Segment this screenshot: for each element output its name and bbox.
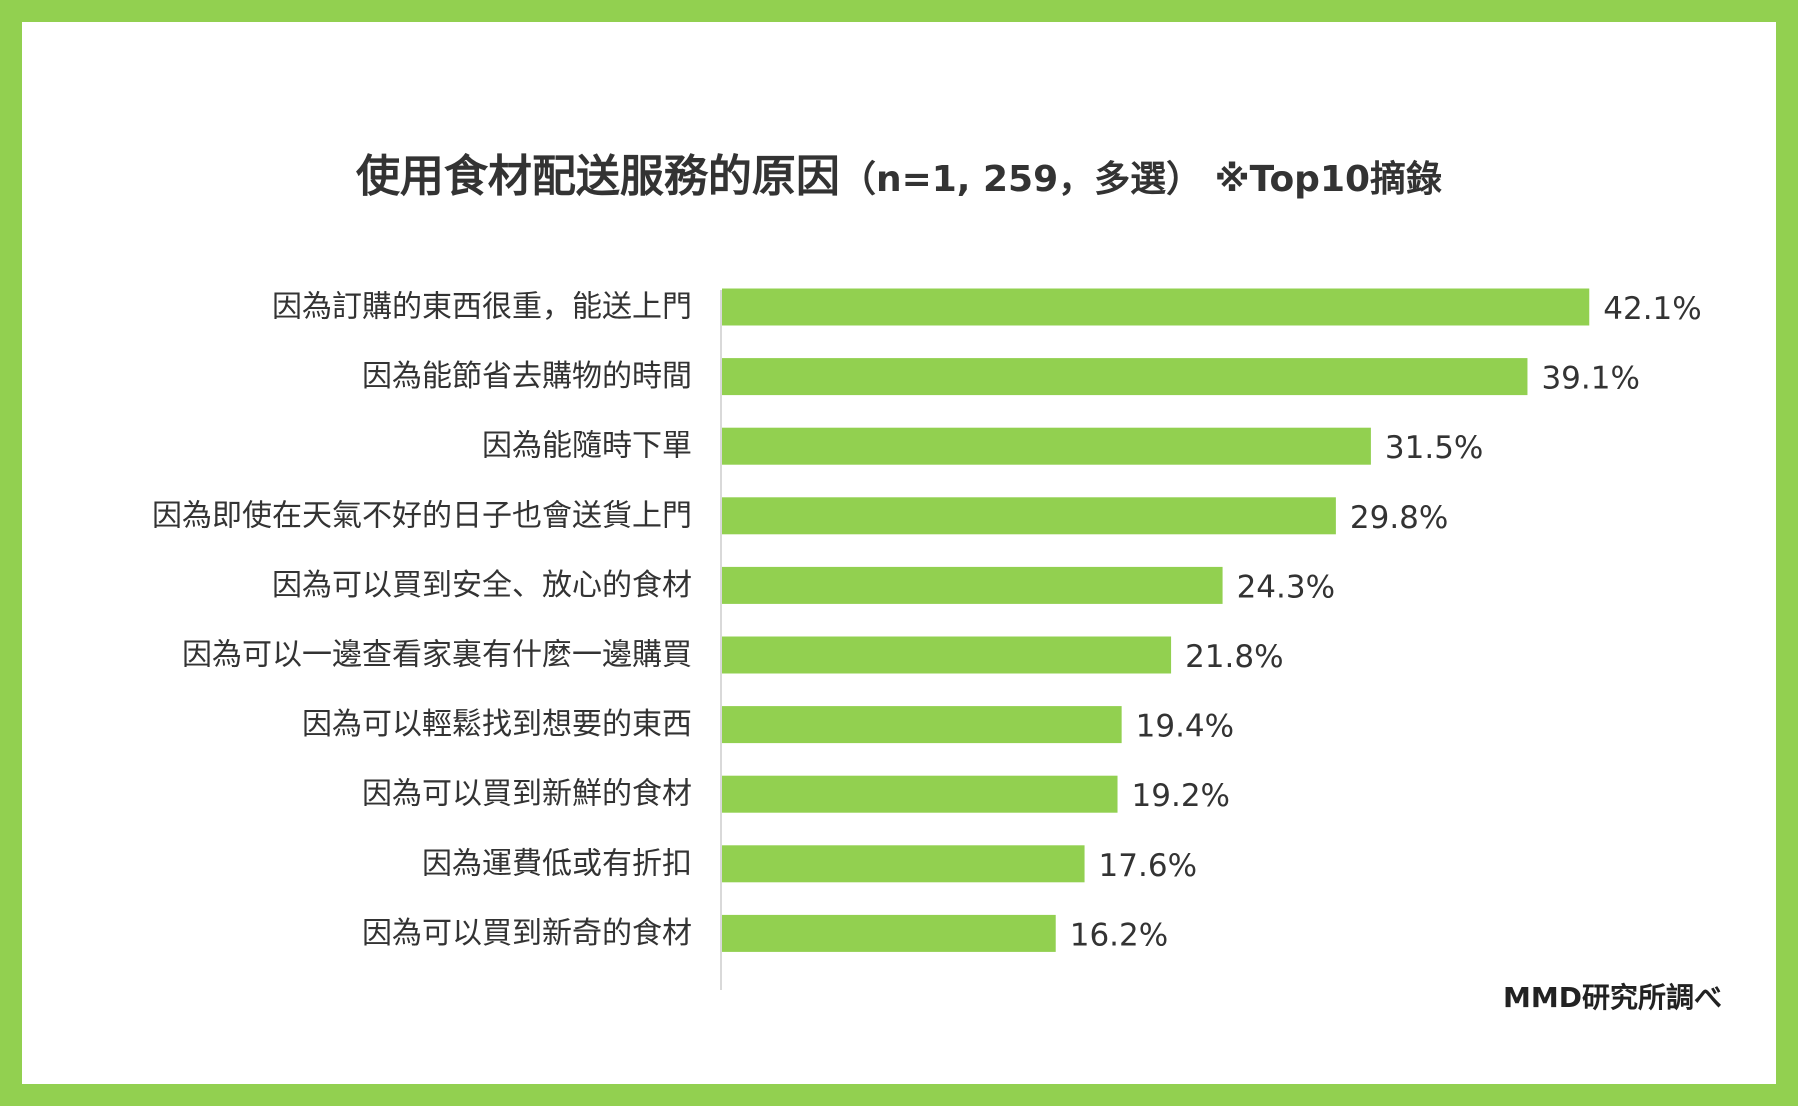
chart-subtitle: （n=1, 259，多選） ※Top10摘錄 bbox=[839, 159, 1443, 200]
bar-7 bbox=[722, 706, 1122, 744]
bar-1 bbox=[722, 288, 1590, 326]
category-labels-group: 因為訂購的東西很重，能送上門因為能節省去購物的時間因為能隨時下單因為即使在天氣不… bbox=[152, 290, 692, 951]
value-label-1: 42.1% bbox=[1603, 291, 1701, 327]
bar-9 bbox=[722, 845, 1085, 883]
value-label-5: 24.3% bbox=[1237, 569, 1335, 605]
chart-title: 使用食材配送服務的原因 bbox=[355, 151, 840, 202]
category-label-10: 因為可以買到新奇的食材 bbox=[362, 916, 692, 951]
bar-5 bbox=[722, 566, 1223, 604]
value-label-2: 39.1% bbox=[1541, 361, 1639, 397]
value-label-7: 19.4% bbox=[1136, 709, 1234, 745]
bar-6 bbox=[722, 636, 1172, 674]
chart-title-block: 使用食材配送服務的原因（n=1, 259，多選） ※Top10摘錄 bbox=[0, 140, 1798, 204]
value-label-4: 29.8% bbox=[1350, 500, 1448, 536]
category-label-5: 因為可以買到安全、放心的食材 bbox=[272, 568, 692, 603]
bar-8 bbox=[722, 775, 1118, 813]
category-label-1: 因為訂購的東西很重，能送上門 bbox=[272, 290, 692, 325]
category-label-6: 因為可以一邊查看家裏有什麼一邊購買 bbox=[182, 638, 692, 673]
category-label-4: 因為即使在天氣不好的日子也會送貨上門 bbox=[152, 498, 692, 533]
category-label-3: 因為能隨時下單 bbox=[482, 429, 692, 464]
category-label-8: 因為可以買到新鮮的食材 bbox=[362, 777, 692, 812]
category-label-2: 因為能節省去購物的時間 bbox=[362, 359, 692, 394]
value-label-6: 21.8% bbox=[1185, 639, 1283, 675]
value-label-10: 16.2% bbox=[1070, 917, 1168, 953]
bars-group bbox=[722, 288, 1590, 952]
category-label-9: 因為運費低或有折扣 bbox=[422, 846, 692, 881]
value-labels-group: 42.1% 39.1% 31.5% 29.8% 24.3% 21.8% 19.4% 19.2%… bbox=[1070, 291, 1702, 953]
source-label: MMD研究所調べ bbox=[1503, 981, 1722, 1014]
bar-4 bbox=[722, 497, 1336, 535]
value-label-9: 17.6% bbox=[1099, 848, 1197, 884]
bar-2 bbox=[722, 358, 1528, 396]
value-label-3: 31.5% bbox=[1385, 430, 1483, 466]
bar-10 bbox=[722, 914, 1056, 952]
value-label-8: 19.2% bbox=[1132, 778, 1230, 814]
category-label-7: 因為可以輕鬆找到想要的東西 bbox=[302, 707, 692, 742]
bar-3 bbox=[722, 427, 1371, 465]
